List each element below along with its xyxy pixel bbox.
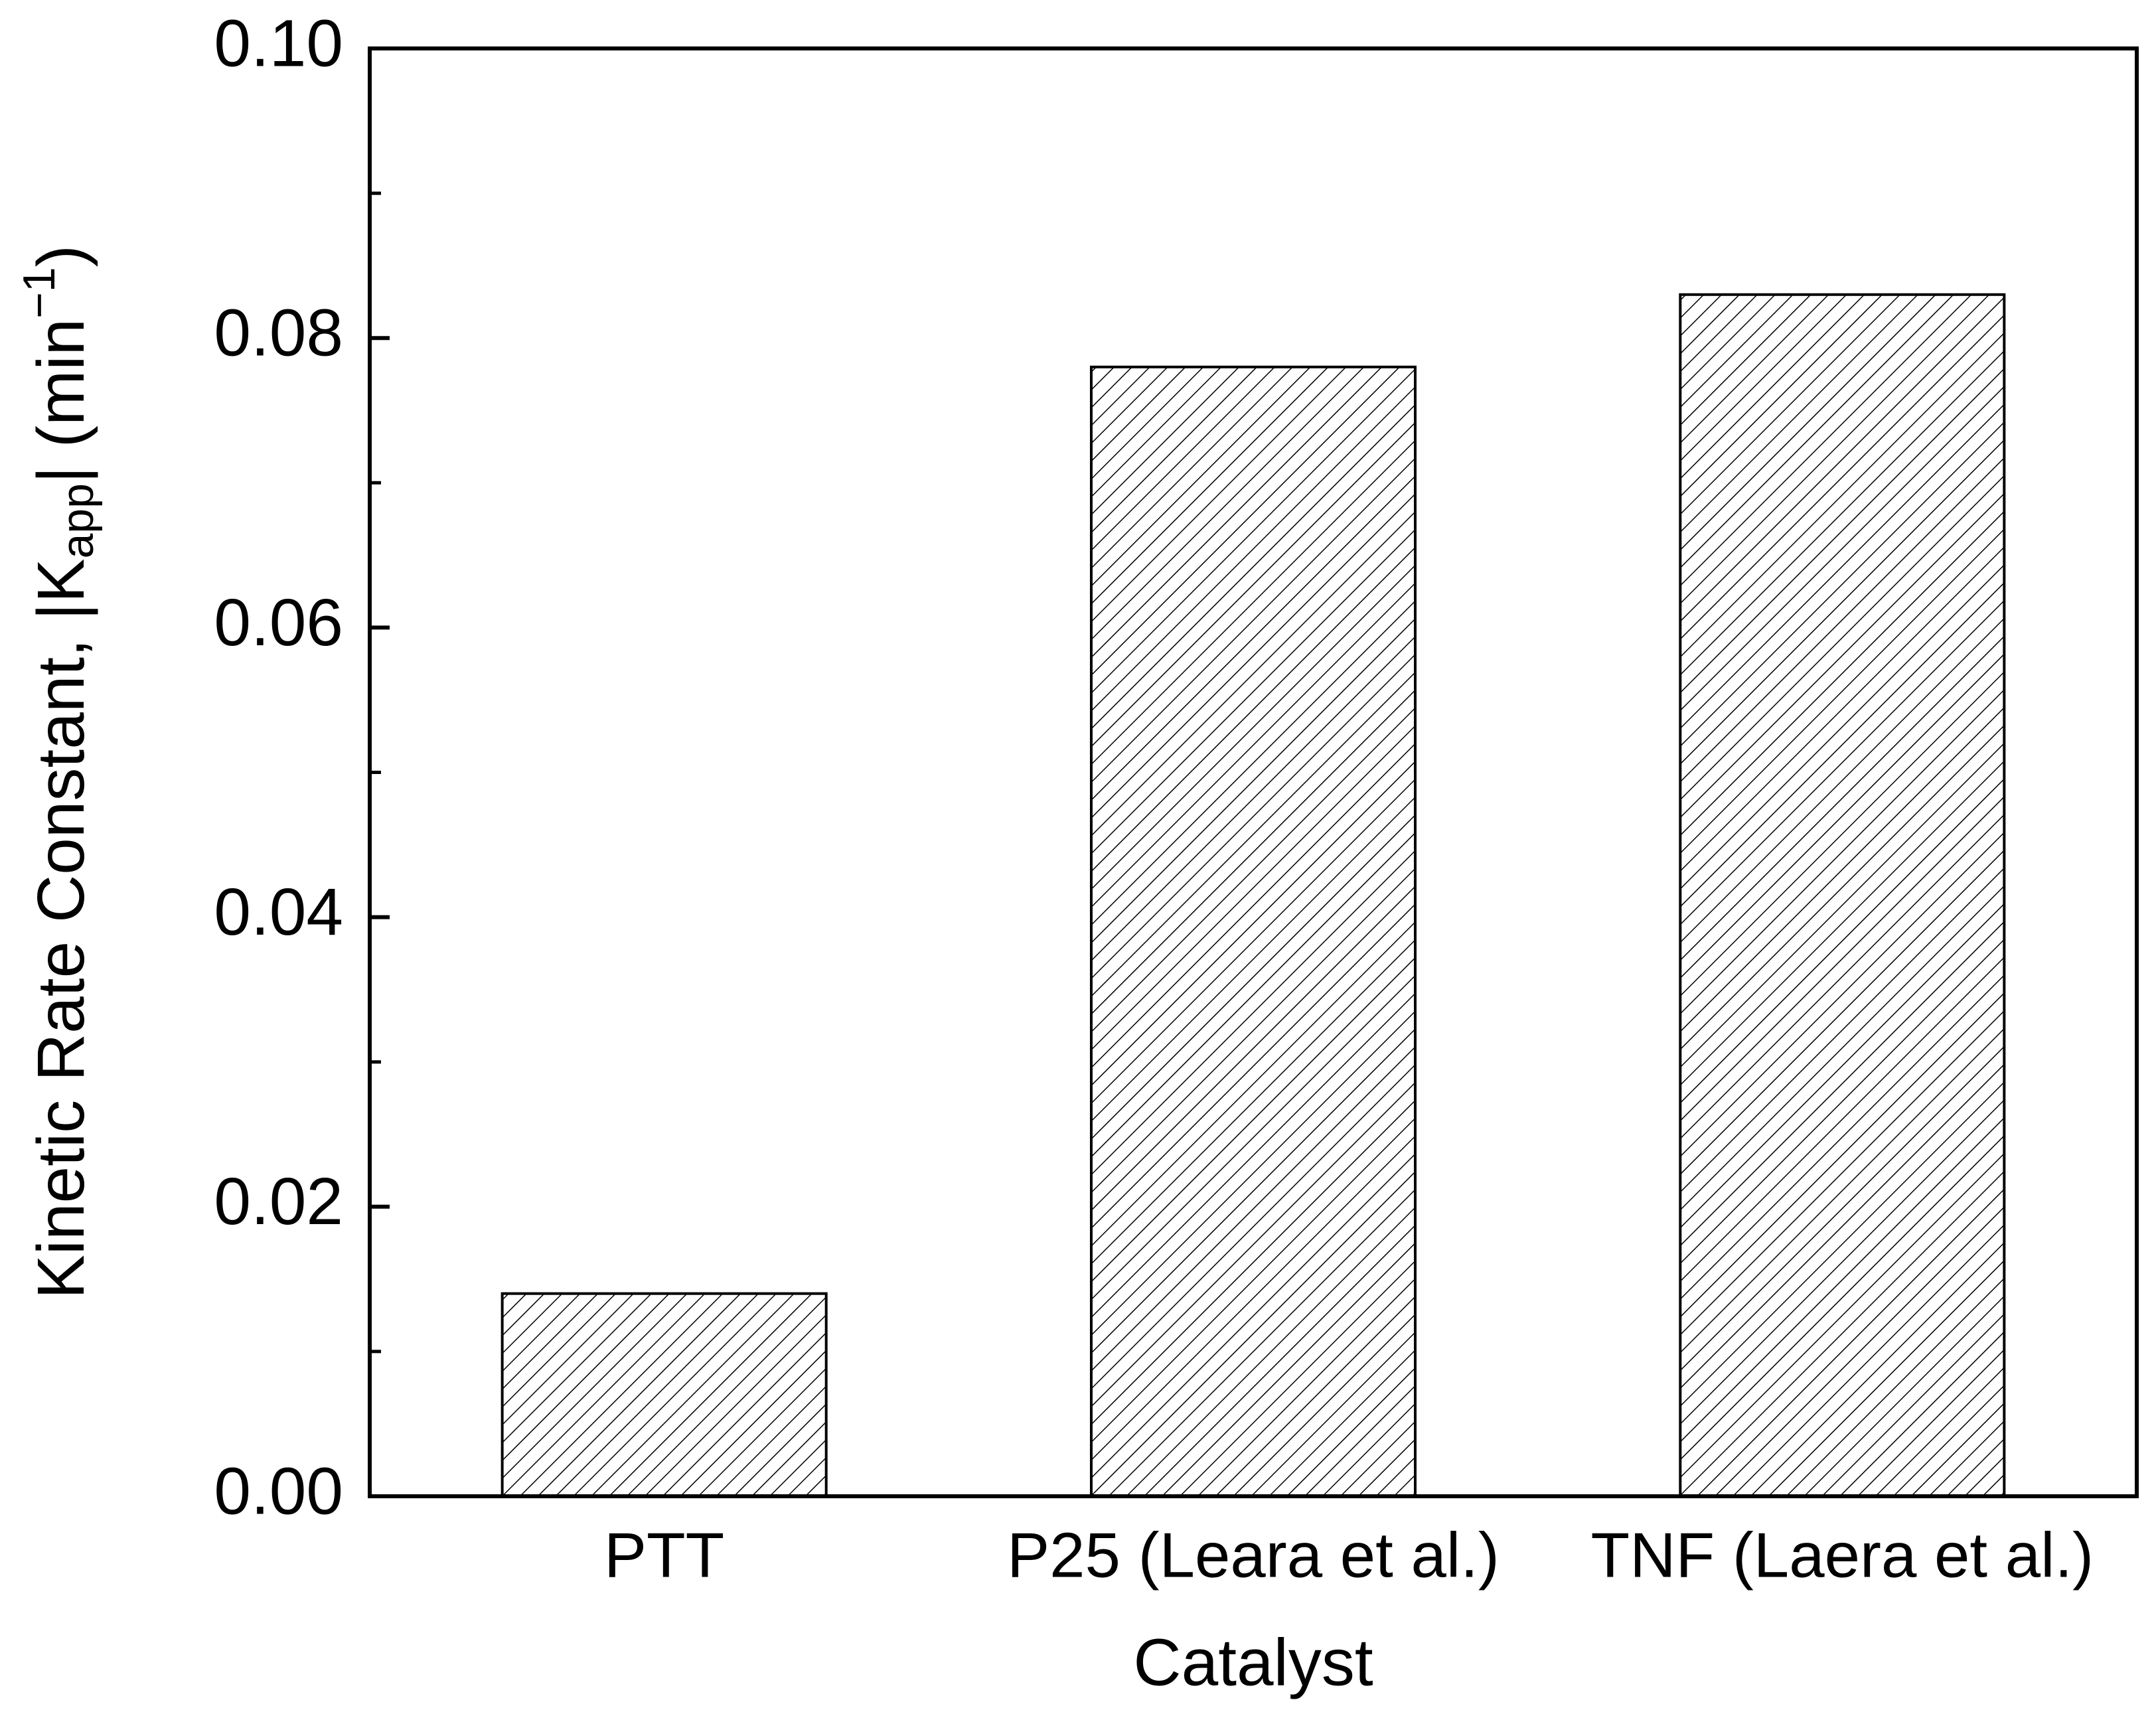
x-tick-label: PTT <box>604 1519 724 1591</box>
x-tick-label: P25 (Leara et al.) <box>1007 1519 1500 1591</box>
y-tick-label: 0.04 <box>214 875 343 949</box>
y-title-sub: app <box>52 483 103 558</box>
y-title-part: ) <box>24 245 98 267</box>
y-tick-label: 0.02 <box>214 1164 343 1239</box>
y-tick-label: 0.06 <box>214 585 343 660</box>
y-title-part: | (min <box>24 319 98 483</box>
bar <box>1679 293 2006 1498</box>
y-tick-label: 0.08 <box>214 296 343 370</box>
y-title-part: Kinetic Rate Constant, |K <box>24 559 98 1299</box>
y-tick-label: 0.00 <box>214 1454 343 1528</box>
bar <box>1089 365 1417 1498</box>
bar <box>501 1292 828 1498</box>
y-axis-title: Kinetic Rate Constant, |Kapp| (min−1) <box>14 245 103 1299</box>
x-axis-title: Catalyst <box>1133 1625 1373 1699</box>
plot-frame <box>368 46 2139 1498</box>
x-tick-label: TNF (Laera et al.) <box>1591 1519 2094 1591</box>
y-tick-label: 0.10 <box>214 6 343 80</box>
y-title-sup: −1 <box>14 267 64 319</box>
